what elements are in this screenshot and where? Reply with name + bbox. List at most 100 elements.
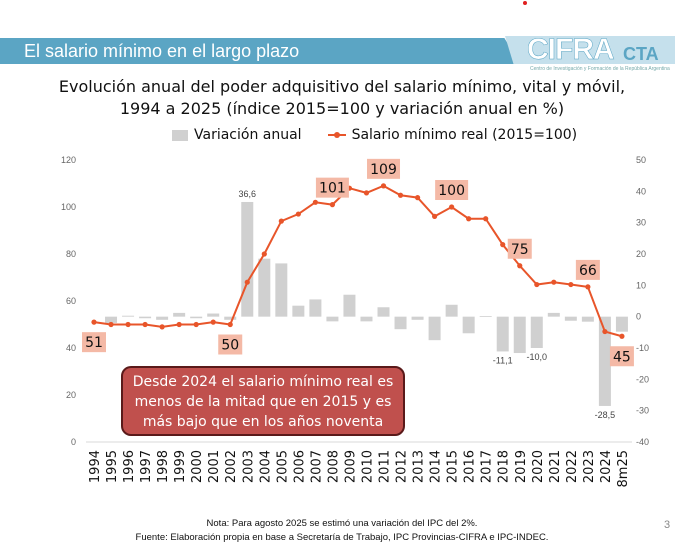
line-data-label: 100 [438, 183, 465, 199]
bar-variacion-2024 [598, 316, 611, 406]
line-point-1994 [91, 319, 97, 325]
line-point-1998 [159, 324, 165, 330]
chart-subtitle: 1994 a 2025 (índice 2015=100 y variación… [119, 99, 565, 118]
line-point-2024 [602, 328, 608, 335]
line-point-2023 [585, 284, 591, 290]
legend-line-label: Salario mínimo real (2015=100) [351, 127, 578, 143]
x-tick-label: 1996 [122, 450, 137, 483]
line-label-box [575, 259, 600, 280]
line-point-2017 [483, 216, 489, 222]
x-tick-label: 8m25 [616, 450, 631, 487]
x-tick-label: 2009 [343, 450, 358, 483]
right-tick-label: 20 [636, 249, 646, 259]
x-tick-label: 2016 [463, 450, 478, 483]
right-tick-label: 0 [636, 312, 641, 322]
line-data-label: 45 [613, 349, 631, 365]
line-data-label: 66 [579, 263, 597, 279]
x-tick-label: 1995 [105, 450, 120, 483]
x-tick-label: 2019 [514, 450, 529, 483]
cifra-logo: CIFRA CTA Centro de Investigación y Form… [505, 33, 684, 76]
left-tick-label: 80 [66, 249, 76, 259]
callout-line: Desde 2024 el salario mínimo real es [132, 374, 394, 390]
left-tick-label: 120 [61, 155, 76, 165]
x-tick-label: 2021 [548, 450, 563, 483]
line-label-box [435, 180, 469, 200]
left-tick-label: 60 [66, 296, 76, 306]
bar-variacion-2012 [394, 316, 407, 330]
x-tick-label: 2012 [395, 450, 410, 483]
bar-variacion-2005 [275, 263, 288, 317]
line-salario-minimo [93, 184, 623, 338]
line-point-2015 [449, 204, 455, 210]
bar-variacion-2013 [411, 316, 424, 320]
callout-box: Desde 2024 el salario mínimo real es men… [121, 366, 405, 436]
x-tick-label: 2006 [292, 450, 307, 483]
bar-variacion-2003 [241, 201, 254, 317]
line-data-label: 101 [319, 181, 346, 197]
bar-variacion-2016 [462, 316, 475, 334]
x-tick-label: 2005 [275, 450, 290, 483]
x-tick-label: 2001 [207, 450, 222, 483]
x-tick-label: 2018 [497, 450, 512, 483]
line-point-2007 [312, 199, 318, 205]
bar-variacion-2004 [258, 258, 271, 317]
line-point-2018 [500, 242, 506, 248]
line-point-2013 [414, 195, 421, 201]
line-point-2012 [397, 192, 404, 198]
bar-variacion-2010 [360, 316, 373, 322]
line-point-1996 [125, 321, 131, 328]
bar-variacion-2015 [445, 304, 458, 317]
bar-variacion-1998 [156, 316, 169, 320]
x-tick-label: 1998 [156, 450, 171, 483]
x-tick-label: 1997 [139, 450, 154, 483]
bar-variacion-2020 [530, 316, 543, 348]
x-tick-label: 2013 [412, 450, 427, 483]
x-tick-label: 2020 [531, 450, 546, 483]
line-label-box [218, 334, 243, 355]
footnote: Nota: Para agosto 2025 se estimó una var… [206, 518, 478, 529]
x-tick-label: 2017 [480, 450, 495, 483]
x-tick-label: 2007 [309, 450, 324, 483]
x-tick-label: 2014 [429, 450, 444, 483]
bar-data-label: -10,0 [527, 352, 548, 362]
line-point-2011 [380, 183, 387, 189]
red-dot [523, 1, 527, 5]
bar-variacion-1999 [173, 312, 186, 317]
line-point-2014 [432, 213, 438, 219]
bar-variacion-2002 [224, 316, 237, 320]
line-point-2003 [244, 279, 250, 285]
right-tick-label: 30 [636, 218, 646, 228]
left-tick-label: 40 [66, 343, 76, 353]
x-tick-label: 2022 [565, 450, 580, 483]
header-band: El salario mínimo en el largo plazo [0, 38, 520, 64]
line-point-2021 [551, 279, 557, 285]
x-tick-label: 2015 [446, 450, 461, 483]
x-tick-label: 2024 [599, 450, 614, 483]
line-point-1997 [142, 321, 148, 328]
right-tick-label: -10 [636, 343, 649, 353]
bar-variacion-2018 [496, 316, 509, 352]
bar-variacion-2009 [343, 294, 356, 317]
x-tick-label: 1994 [88, 450, 103, 483]
bar-variacion-2022 [564, 316, 577, 321]
x-tick-label: 2008 [326, 450, 341, 483]
x-tick-label: 2002 [224, 450, 239, 483]
line-point-2005 [278, 218, 284, 224]
x-tick-label: 2000 [190, 450, 205, 483]
legend-line-swatch [327, 132, 346, 138]
bar-variacion-2011 [377, 307, 390, 317]
x-tick-label: 2010 [360, 450, 375, 483]
line-data-label: 50 [221, 338, 239, 354]
bar-data-label: 36,6 [239, 189, 257, 199]
right-tick-label: -20 [636, 374, 649, 384]
line-label-box [82, 332, 106, 353]
bar-data-label: -28,5 [595, 410, 616, 420]
bar-variacion-2000 [190, 316, 203, 319]
line-point-2016 [466, 216, 472, 222]
line-point-2010 [363, 190, 370, 196]
left-tick-label: 20 [66, 390, 76, 400]
line-data-label: 75 [511, 242, 529, 258]
bar-variacion-2008 [326, 316, 339, 322]
line-point-2004 [261, 251, 267, 257]
